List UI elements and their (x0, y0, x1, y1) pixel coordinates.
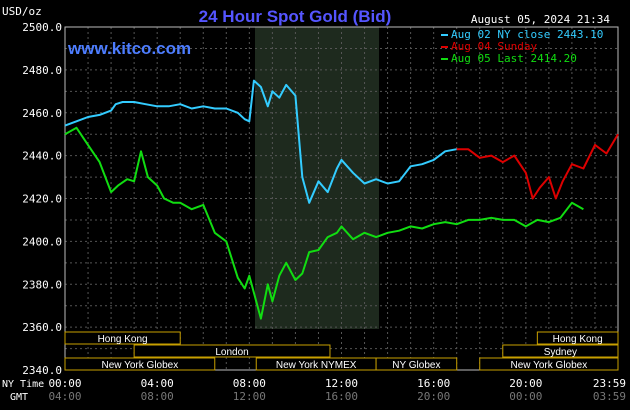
x-tick-labels: 00:0004:0004:0008:0008:0012:0012:0016:00… (48, 377, 626, 403)
x-tick-label-ny: 16:00 (417, 377, 450, 390)
session-label: New York NYMEX (276, 360, 357, 371)
session-bar (502, 344, 619, 358)
series-lines (64, 79, 619, 320)
x-tick-label-ny: 23:59 (593, 377, 626, 390)
legend-entry: Aug 02 NY close 2443.10 (451, 28, 603, 41)
watermark: www.kitco.com (67, 39, 191, 58)
session-bars: Hong Kong London New York Globex New York N… (64, 331, 619, 371)
y-tick-label: 2440.0 (22, 150, 62, 163)
x-tick-label-gmt: 08:00 (141, 390, 174, 403)
x-row-label-ny: NY Time (2, 379, 44, 390)
session-label: NY Globex (392, 360, 440, 371)
y-tick-label: 2480.0 (22, 64, 62, 77)
session-label: London (215, 347, 248, 358)
x-row-label-gmt: GMT (10, 392, 28, 403)
y-tick-label: 2500.0 (22, 21, 62, 34)
nymex-shade (255, 27, 379, 329)
session-label: Sydney (544, 347, 577, 358)
session-label: New York Globex (102, 360, 179, 371)
x-tick-label-gmt: 04:00 (48, 390, 81, 403)
session-bar (375, 357, 458, 371)
y-tick-label: 2400.0 (22, 235, 62, 248)
x-tick-label-gmt: 03:59 (593, 390, 626, 403)
session-bar (133, 344, 331, 358)
y-tick-label: 2340.0 (22, 364, 62, 377)
session-bar (479, 357, 619, 371)
session-label: Hong Kong (98, 334, 148, 345)
x-tick-label-gmt: 12:00 (233, 390, 266, 403)
session-bar (64, 357, 216, 371)
y-unit-label: USD/oz (2, 5, 42, 18)
y-tick-label: 2460.0 (22, 107, 62, 120)
y-tick-label: 2420.0 (22, 193, 62, 206)
series-line (64, 79, 457, 204)
legend-entry: Aug 04 Sunday (451, 40, 537, 53)
y-tick-label: 2360.0 (22, 321, 62, 334)
x-tick-label-ny: 20:00 (509, 377, 542, 390)
session-label: New York Globex (511, 360, 588, 371)
timestamp: August 05, 2024 21:34 (471, 13, 610, 26)
series-line (64, 126, 584, 320)
series-line (456, 133, 619, 200)
chart-title: 24 Hour Spot Gold (Bid) (199, 7, 392, 26)
y-tick-labels: 2500.0 2480.0 2460.0 2440.0 2420.0 2400.0 2380… (22, 21, 62, 377)
x-tick-label-ny: 04:00 (141, 377, 174, 390)
session-bar (536, 331, 619, 345)
grid (65, 27, 618, 370)
x-tick-label-gmt: 16:00 (325, 390, 358, 403)
x-tick-label-ny: 08:00 (233, 377, 266, 390)
x-tick-label-gmt: 00:00 (509, 390, 542, 403)
session-bar (64, 331, 181, 345)
x-tick-label-ny: 12:00 (325, 377, 358, 390)
legend-entry: Aug 05 Last 2414.20 (451, 52, 577, 65)
x-tick-label-gmt: 20:00 (417, 390, 450, 403)
session-label: Hong Kong (553, 334, 603, 345)
y-tick-label: 2380.0 (22, 278, 62, 291)
x-tick-label-ny: 00:00 (48, 377, 81, 390)
